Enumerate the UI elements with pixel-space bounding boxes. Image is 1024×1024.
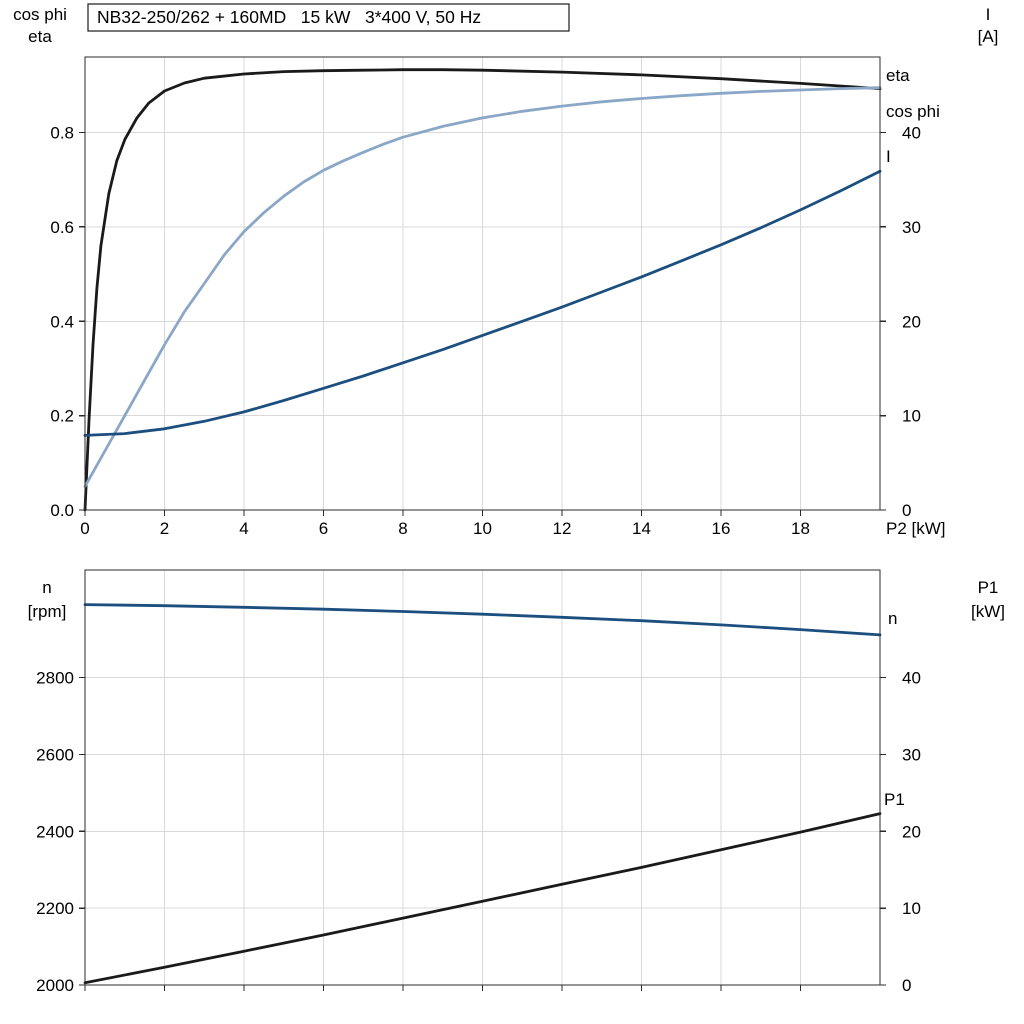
axis-title-p1-unit: [kW] xyxy=(971,602,1005,621)
curve-label-current: I xyxy=(886,147,891,166)
axis-title-p1: P1 xyxy=(978,578,999,597)
chart-title: NB32-250/262 + 160MD 15 kW 3*400 V, 50 H… xyxy=(97,7,481,27)
y-left-tick-label: 2800 xyxy=(36,669,74,688)
x-tick-label: 8 xyxy=(398,519,407,538)
chart-upper-axis-layer: 0 2 4 6 8 10 12 14 16 18 0.0 0.2 0.4 0.6 0.8 0 10 20 30 40 xyxy=(50,56,921,538)
y-left-tick-label: 0.6 xyxy=(50,218,74,237)
y-left-tick-label: 2000 xyxy=(36,976,74,995)
x-tick-label: 4 xyxy=(239,519,248,538)
axis-title-current: I xyxy=(986,5,991,24)
y-right-tick-label: 30 xyxy=(902,218,921,237)
chart-upper-grid-layer xyxy=(85,57,880,510)
chart-upper-series-layer xyxy=(83,68,882,512)
chart-lower-series-layer xyxy=(83,603,882,985)
y-right-tick-label: 40 xyxy=(902,124,921,143)
x-tick-label: 16 xyxy=(712,519,731,538)
axis-title-speed-unit: [rpm] xyxy=(28,602,67,621)
y-left-tick-label: 0.2 xyxy=(50,407,74,426)
chart-lower-axis-layer: 2000 2200 2400 2600 2800 0 10 20 30 40 xyxy=(36,569,921,995)
axis-title-cos-phi: cos phi xyxy=(13,5,67,24)
curve-cos-phi xyxy=(83,86,882,488)
y-right-tick-label: 10 xyxy=(902,407,921,426)
x-tick-label: 10 xyxy=(473,519,492,538)
axis-title-current-unit: [A] xyxy=(978,27,999,46)
y-right-tick-label: 30 xyxy=(902,745,921,764)
curve-label-speed: n xyxy=(888,609,897,628)
curve-label-eta: eta xyxy=(886,66,910,85)
x-tick-label: 0 xyxy=(80,519,89,538)
y-left-tick-label: 2200 xyxy=(36,899,74,918)
y-left-tick-label: 2600 xyxy=(36,745,74,764)
curve-eta xyxy=(83,68,882,512)
curve-i xyxy=(83,169,882,437)
x-tick-label: 12 xyxy=(553,519,572,538)
x-tick-label: 18 xyxy=(791,519,810,538)
curve-n xyxy=(83,603,882,637)
y-right-tick-label: 10 xyxy=(902,899,921,918)
chart-title-box xyxy=(87,3,570,32)
x-tick-label: 2 xyxy=(160,519,169,538)
curve-label-p1: P1 xyxy=(884,790,905,809)
y-right-tick-label: 20 xyxy=(902,822,921,841)
curve-p1 xyxy=(83,812,882,985)
chart-lower-grid-layer xyxy=(85,570,880,985)
y-right-tick-label: 0 xyxy=(902,976,911,995)
curve-label-cos-phi: cos phi xyxy=(886,102,940,121)
x-axis-title: P2 [kW] xyxy=(886,519,946,538)
y-left-tick-label: 0.0 xyxy=(50,501,74,520)
chart-lower: 2000 2200 2400 2600 2800 0 10 20 30 40 n [rpm] P1… xyxy=(28,569,1005,995)
x-tick-label: 14 xyxy=(632,519,651,538)
y-right-tick-label: 20 xyxy=(902,312,921,331)
y-right-tick-label: 0 xyxy=(902,501,911,520)
chart-upper: 0 2 4 6 8 10 12 14 16 180.00.20.40.60.8010203040 … xyxy=(13,3,999,538)
x-tick-label: 6 xyxy=(319,519,328,538)
axis-title-speed: n xyxy=(42,578,51,597)
y-left-tick-label: 0.8 xyxy=(50,124,74,143)
y-right-tick-label: 40 xyxy=(902,669,921,688)
axis-title-eta: eta xyxy=(28,27,52,46)
y-left-tick-label: 2400 xyxy=(36,822,74,841)
y-left-tick-label: 0.4 xyxy=(50,312,74,331)
